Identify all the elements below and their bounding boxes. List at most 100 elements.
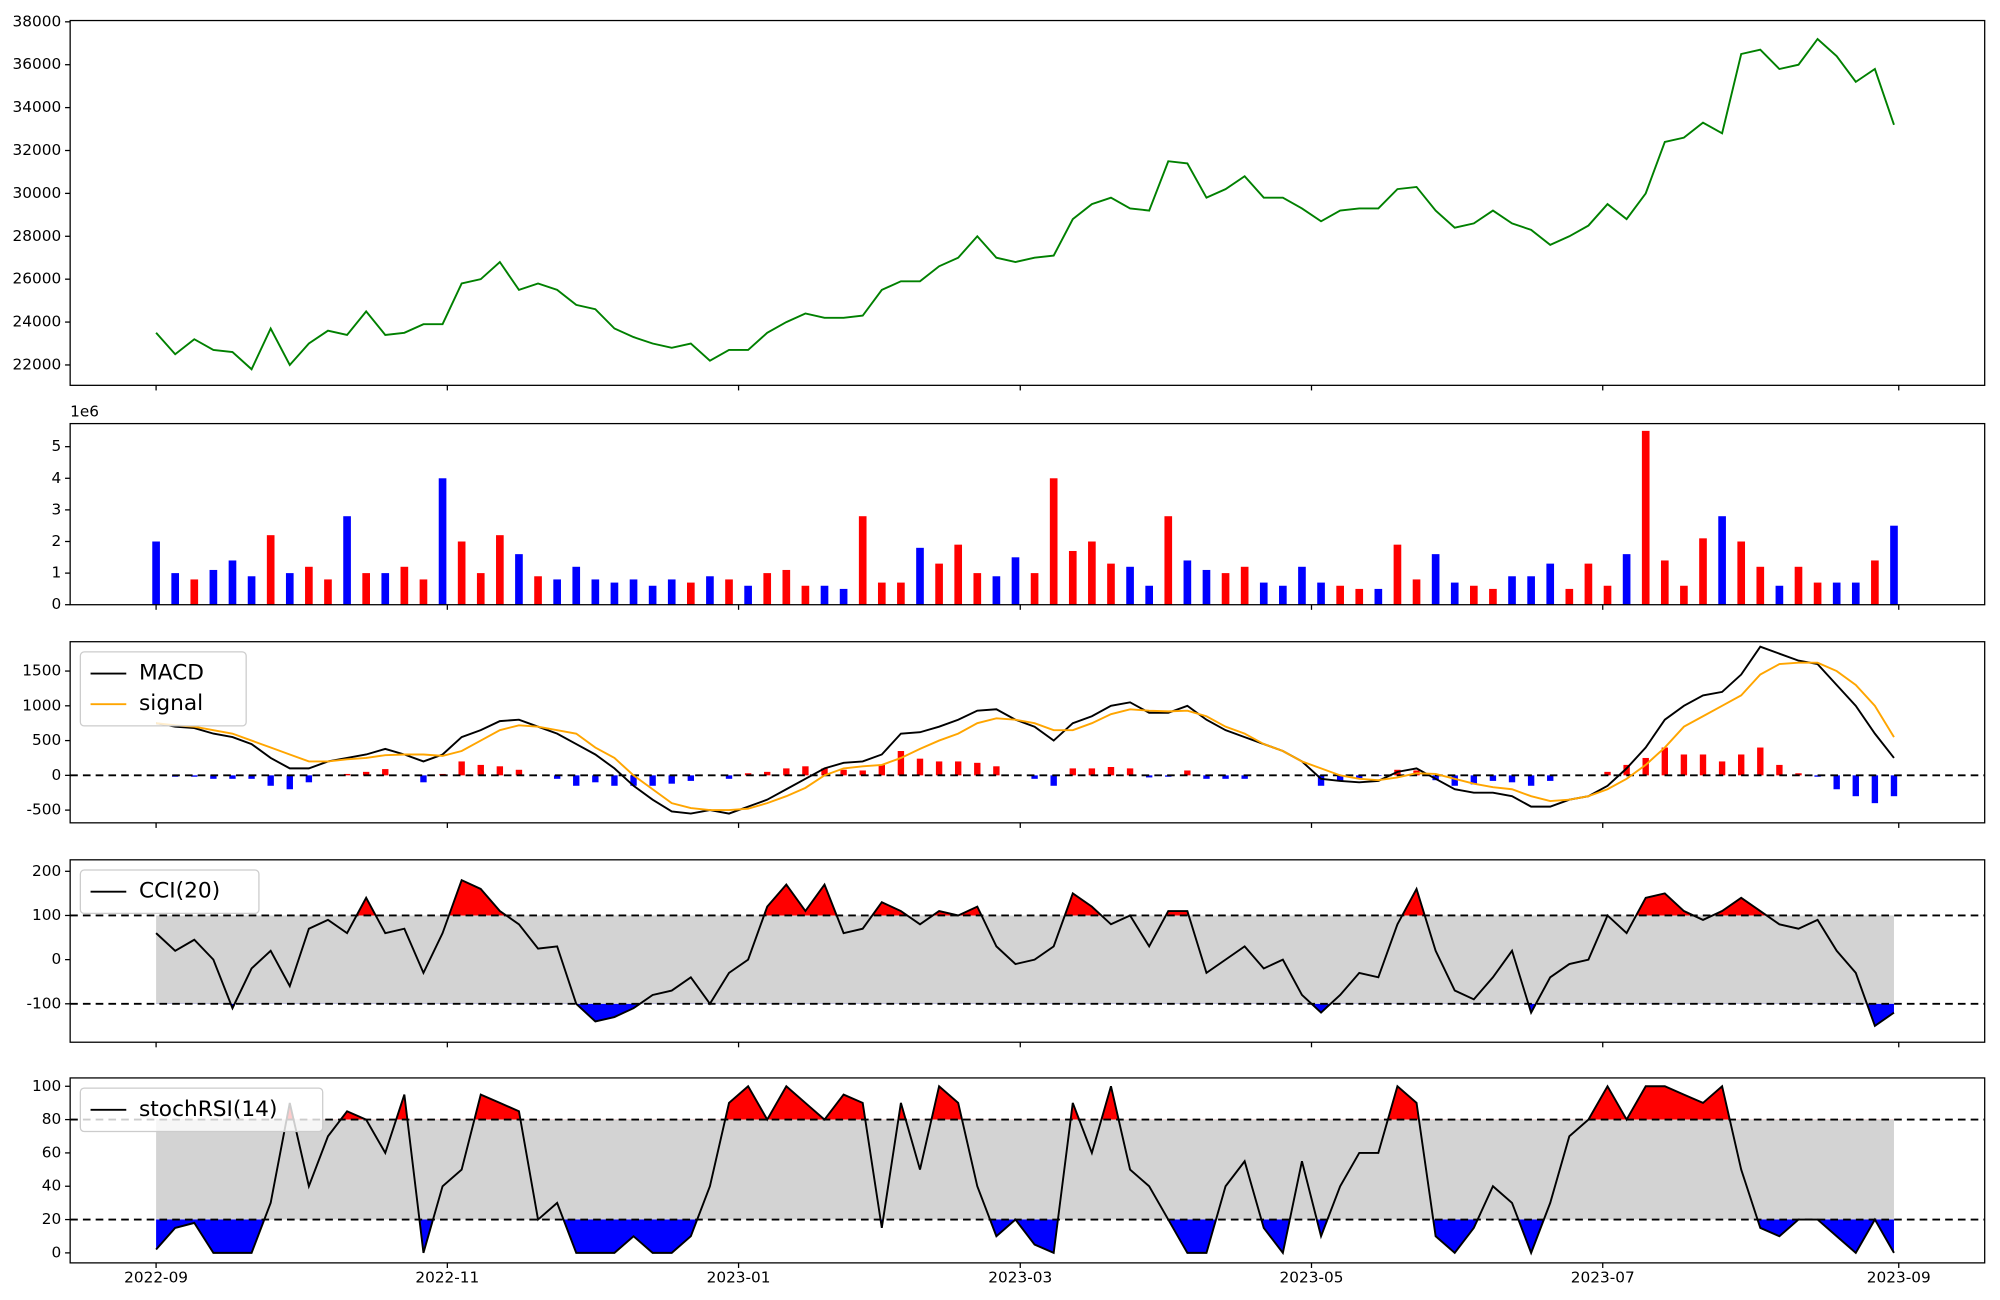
volume-bar <box>457 541 466 605</box>
histogram-bar <box>668 775 675 784</box>
oversold-fill <box>156 1003 1894 1026</box>
histogram-bar <box>1356 775 1363 779</box>
histogram-bar <box>1718 761 1726 776</box>
y-tick-label: 36000 <box>13 55 62 73</box>
histogram-bar <box>630 775 637 786</box>
histogram-bar <box>1661 747 1668 776</box>
y-tick-label: 22000 <box>13 355 62 373</box>
histogram-bar <box>1069 768 1076 776</box>
histogram-bar <box>1852 775 1859 797</box>
volume-bar <box>1470 585 1478 605</box>
volume-bar <box>419 579 428 605</box>
histogram-bar <box>840 769 847 776</box>
volume-bar <box>1756 566 1765 605</box>
histogram-bar <box>764 771 771 776</box>
volume-bar <box>247 576 256 605</box>
legend-label: CCI(20) <box>139 879 220 904</box>
volume-bar <box>1737 541 1746 605</box>
volume-bar <box>190 579 199 605</box>
histogram-bar <box>1776 764 1783 776</box>
histogram-bar <box>859 770 866 776</box>
volume-bar <box>1298 566 1306 605</box>
volume-bar <box>648 585 657 605</box>
histogram-bar <box>725 775 733 779</box>
volume-bar <box>1412 579 1421 605</box>
y-tick-label: 26000 <box>13 270 62 288</box>
y-tick-label: 24000 <box>13 313 62 331</box>
volume-bar <box>1794 566 1803 605</box>
histogram-bar <box>878 764 885 776</box>
volume-bar <box>1240 566 1249 605</box>
volume-bar <box>1871 560 1879 605</box>
price-line <box>155 37 1895 371</box>
volume-bar <box>400 566 409 605</box>
volume-bar <box>1680 585 1688 605</box>
volume-bar <box>1489 588 1497 605</box>
histogram-bar <box>611 775 618 786</box>
histogram-bar <box>553 775 561 779</box>
y-tick-label: 0 <box>51 1243 61 1261</box>
volume-bar <box>858 516 867 605</box>
volume-bar <box>1183 560 1192 605</box>
volume-bar <box>343 516 351 605</box>
neutral-band <box>156 915 1894 1004</box>
legend-box <box>79 869 260 915</box>
volume-bar <box>228 560 237 605</box>
histogram-bar <box>573 775 580 786</box>
volume-bar <box>954 544 963 605</box>
volume-bar <box>1279 585 1287 605</box>
histogram-bar <box>1203 775 1210 779</box>
volume-bar <box>572 566 581 605</box>
histogram-bar <box>1680 754 1688 776</box>
x-tick-label: 2023-09 <box>1867 1269 1931 1287</box>
y-tick-label: 32000 <box>13 141 62 159</box>
histogram-bar <box>1642 757 1649 776</box>
histogram-bar <box>783 768 790 776</box>
volume-bar <box>476 573 485 605</box>
volume-bar <box>1851 582 1860 605</box>
histogram-bar <box>382 769 389 776</box>
legend-label: MACD <box>139 661 204 686</box>
volume-bar <box>1699 538 1707 605</box>
volume-bar <box>1164 516 1173 605</box>
volume-bar <box>1030 573 1039 605</box>
histogram-bar <box>1107 767 1115 776</box>
series-line <box>155 645 1895 815</box>
y-tick-label: 500 <box>32 731 61 749</box>
volume-bar <box>1107 563 1115 605</box>
y-tick-label: 100 <box>32 906 61 924</box>
overbought-fill <box>156 1086 1894 1120</box>
y-tick-label: 20 <box>42 1210 61 1228</box>
y-tick-label: 4 <box>51 469 61 487</box>
histogram-bar <box>210 775 217 779</box>
volume-bar <box>152 541 160 605</box>
y-tick-label: 200 <box>32 862 61 880</box>
histogram-bar <box>935 761 943 776</box>
histogram-bar <box>191 775 198 777</box>
y-tick-label: -100 <box>27 994 62 1012</box>
volume-bar <box>362 573 370 605</box>
histogram-bar <box>267 775 274 786</box>
histogram-bar <box>1145 775 1153 778</box>
volume-bar <box>324 579 332 605</box>
volume-bar <box>1202 569 1211 605</box>
histogram-bar <box>916 758 924 776</box>
volume-bar <box>1336 585 1344 605</box>
y-tick-label: 3 <box>51 500 61 518</box>
volume-bar <box>782 569 791 605</box>
y-tick-label: 34000 <box>13 98 62 116</box>
histogram-bar <box>592 775 599 783</box>
volume-bar <box>381 573 390 605</box>
volume-bar <box>285 573 294 605</box>
histogram-bar <box>1833 775 1840 790</box>
panel-frame <box>69 19 1986 386</box>
volume-bar <box>1641 430 1650 605</box>
legend: stochRSI(14) <box>79 1087 324 1133</box>
histogram-bar <box>1604 771 1611 776</box>
histogram-bar <box>1547 775 1554 781</box>
legend: CCI(20) <box>79 869 260 915</box>
volume-bar <box>171 573 180 605</box>
y-tick-label: 30000 <box>13 184 62 202</box>
histogram-bar <box>1451 775 1458 786</box>
histogram-bar <box>248 775 255 779</box>
